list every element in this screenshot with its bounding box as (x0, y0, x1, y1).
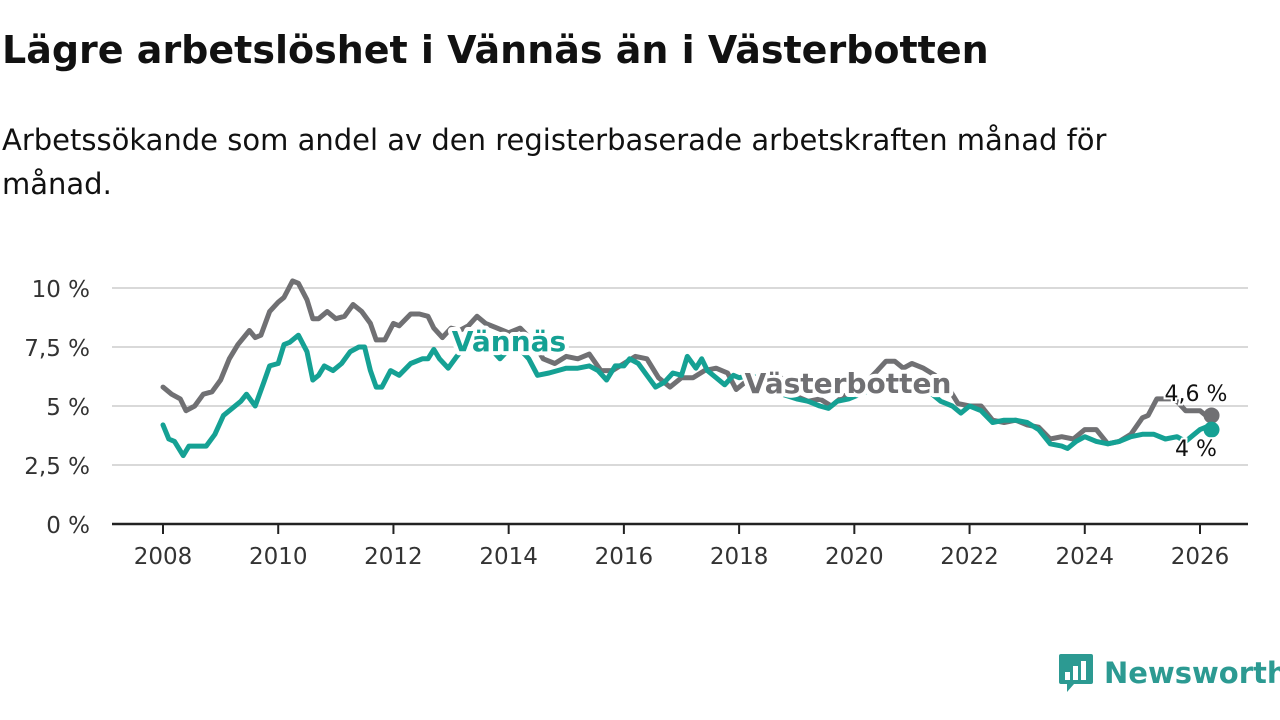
y-tick-label: 2,5 % (24, 454, 90, 480)
vannas-end-point (1203, 421, 1220, 438)
vasterbotten-end-point (1203, 407, 1220, 424)
vasterbotten-end-label: 4,6 % (1165, 382, 1228, 407)
y-tick-label: 10 % (32, 277, 90, 303)
vasterbotten-series-label: Västerbotten (745, 367, 952, 400)
brand-logo: Newsworthy (1058, 652, 1280, 694)
x-tick-label: 2012 (364, 544, 423, 570)
x-tick-label: 2024 (1056, 544, 1115, 570)
vannas-series-line (160, 332, 1214, 459)
x-tick-label: 2026 (1171, 544, 1230, 570)
x-tick-label: 2022 (940, 544, 999, 570)
x-tick-label: 2020 (825, 544, 884, 570)
vannas-end-label: 4 % (1175, 437, 1217, 462)
x-tick-label: 2018 (710, 544, 769, 570)
x-tick-label: 2016 (595, 544, 654, 570)
x-tick-label: 2008 (134, 544, 193, 570)
chart-subtitle: Arbetssökande som andel av den registerb… (2, 123, 1107, 201)
chart-title: Lägre arbetslöshet i Vännäs än i Västerb… (2, 28, 989, 72)
newsworthy-logo-icon (1059, 654, 1093, 692)
y-tick-label: 5 % (46, 395, 90, 421)
x-tick-label: 2014 (479, 544, 538, 570)
y-tick-label: 7,5 % (24, 336, 90, 362)
x-tick-label: 2010 (249, 544, 308, 570)
brand-name: Newsworthy (1104, 656, 1280, 690)
y-tick-label: 0 % (46, 513, 90, 539)
vannas-series-label: Vännäs (452, 325, 566, 358)
